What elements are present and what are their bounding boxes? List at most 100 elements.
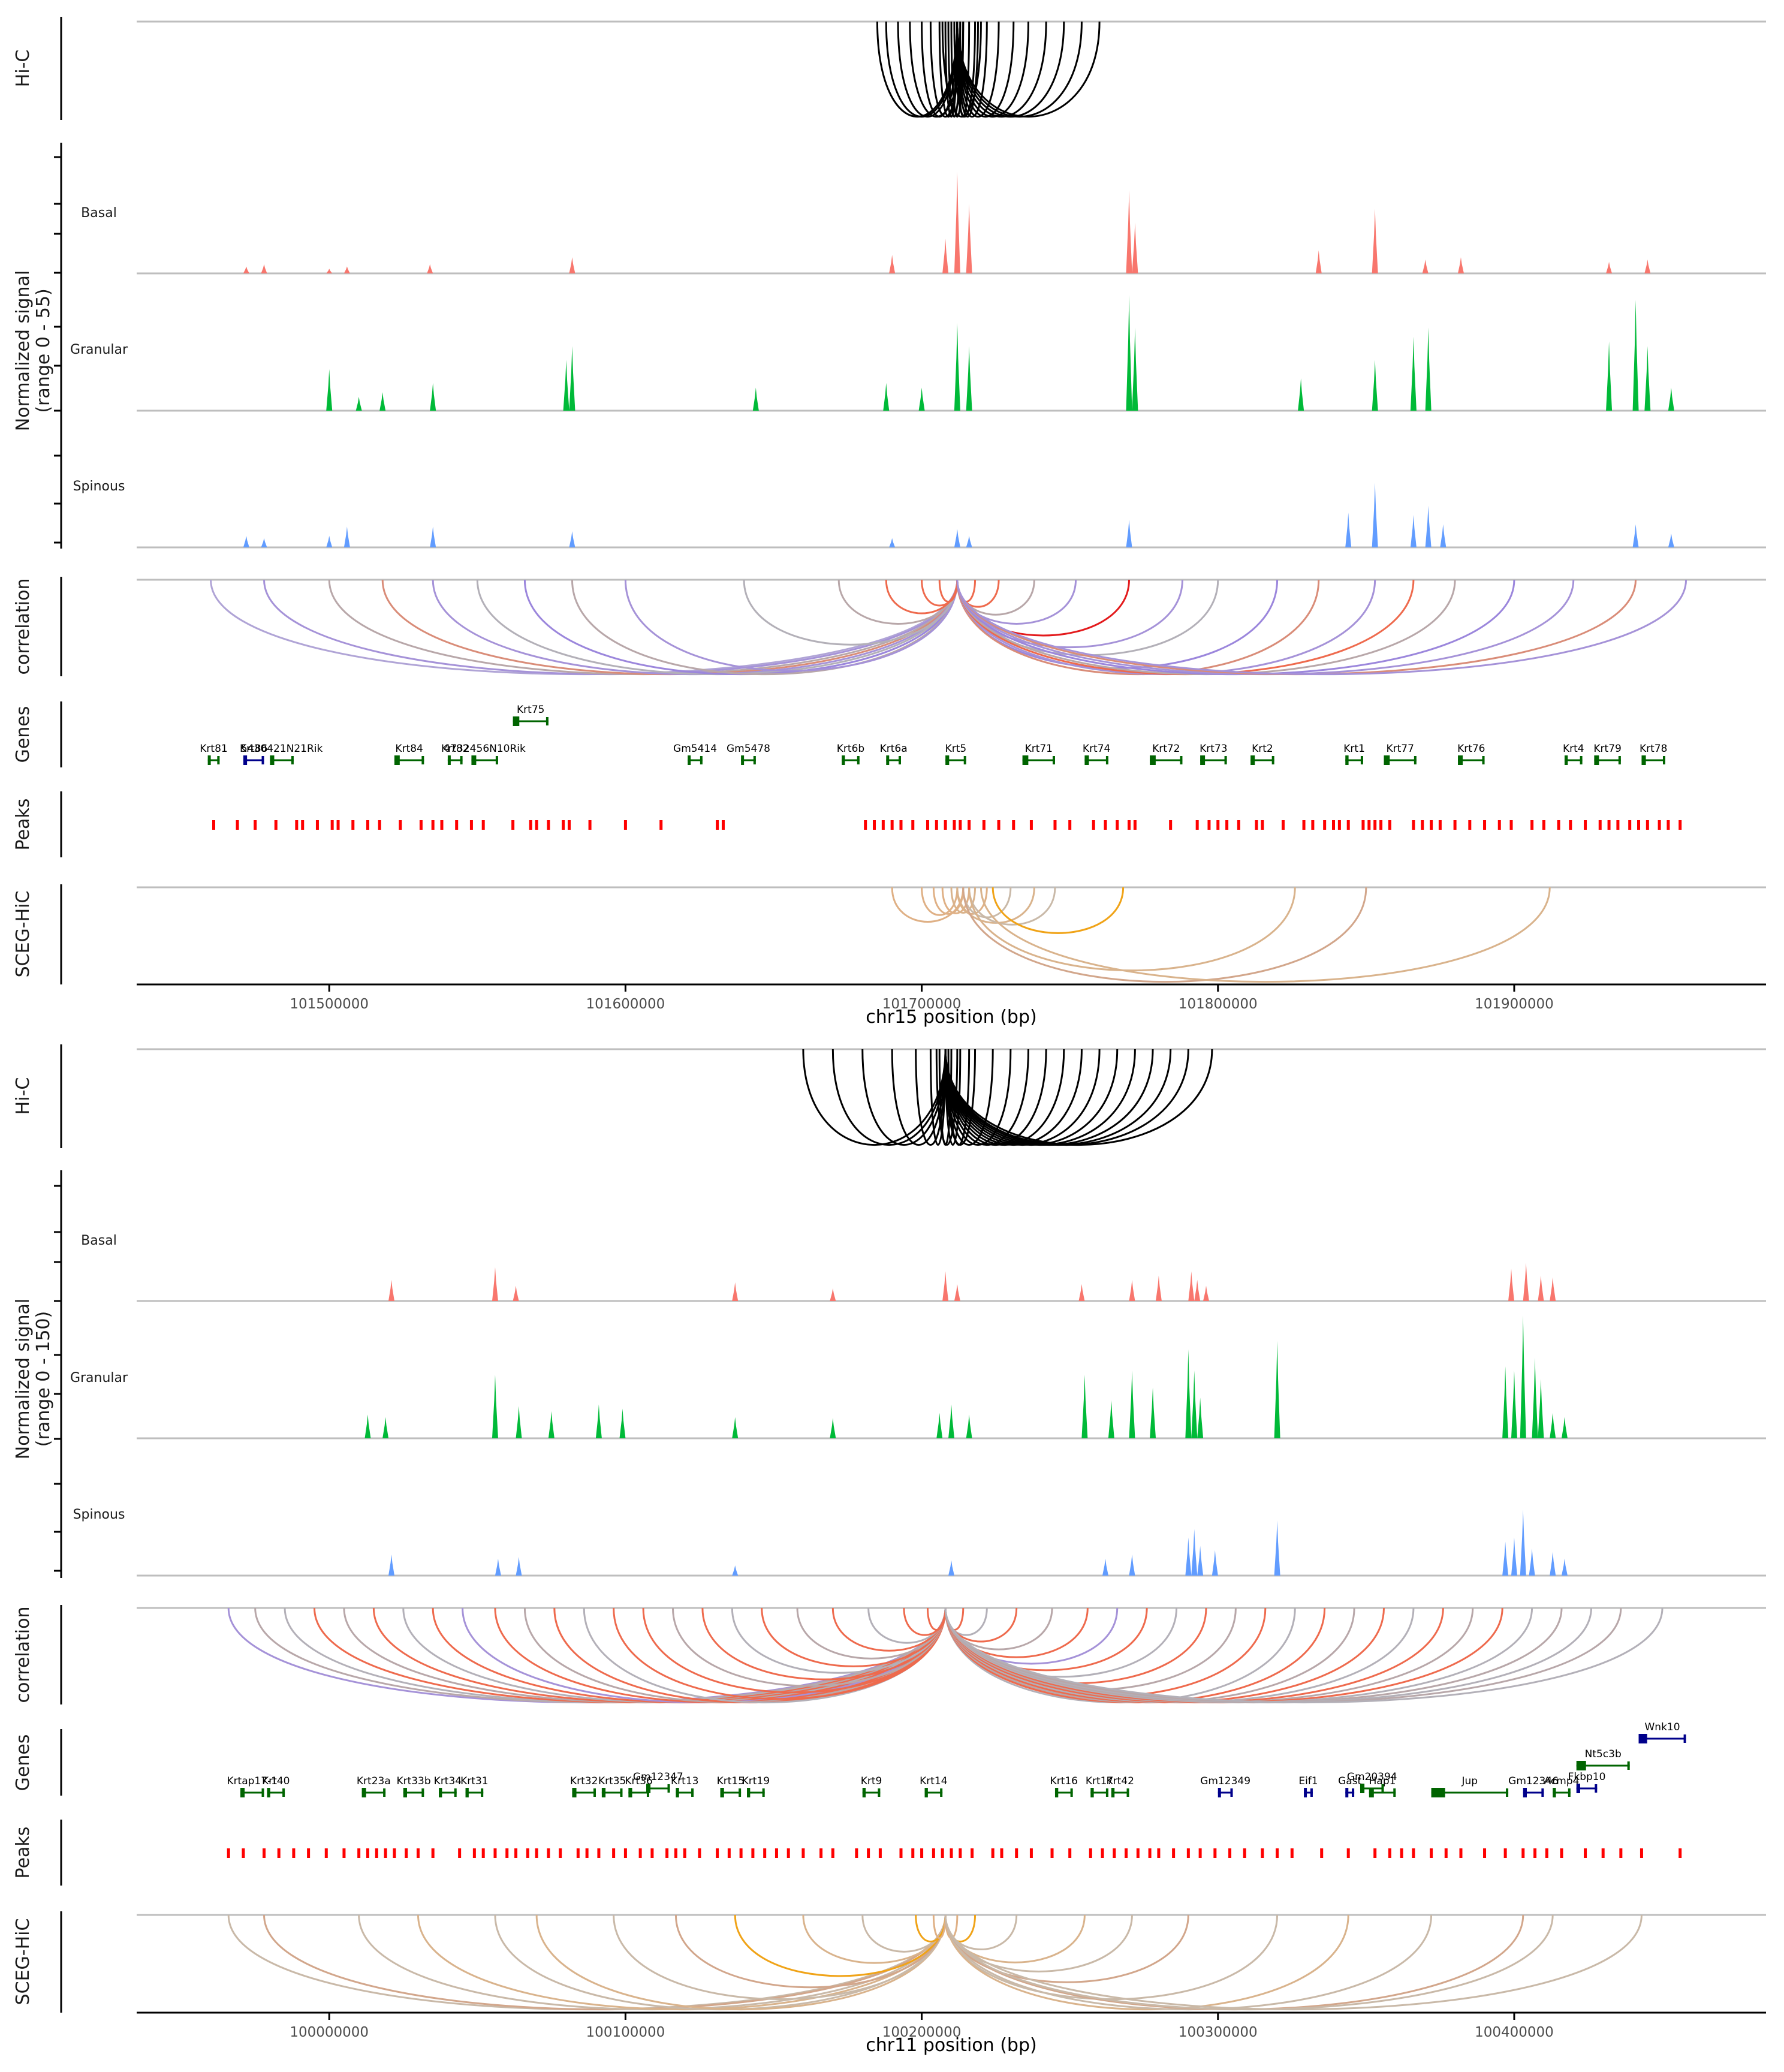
sceg-arc [944,1914,1643,2011]
x-tick-label: 100300000 [1179,2025,1258,2040]
peak-mark [1421,820,1424,830]
x-tick-label: 100200000 [882,2025,962,2040]
granular-signal-spike [732,1417,739,1438]
granular-signal-spike [1185,1349,1192,1438]
gene-label: Krtap17-1 [227,1775,278,1787]
x-tick-label: 101800000 [1179,996,1258,1012]
gene-exon [1352,1788,1355,1797]
correlation-arc [938,579,959,603]
peak-mark [997,820,1001,830]
peak-mark [1430,1848,1433,1858]
peak-mark [1281,820,1285,830]
gene-exon [1641,755,1646,765]
peak-mark [1243,1848,1246,1858]
peak-mark [1444,1848,1448,1858]
sceg-arc [980,887,1551,983]
peak-mark [1619,1848,1623,1858]
peak-mark [819,1848,823,1858]
peak-mark [911,1848,915,1858]
gene-exon [1360,1784,1365,1793]
peak-mark [623,1848,627,1858]
peak-mark [585,1848,589,1858]
gene-label: Fkbp10 [1568,1771,1606,1783]
gene-model: Eif1 [1298,1775,1318,1797]
gene-label: Krt15 [717,1775,745,1787]
peak-mark [336,820,340,830]
gene-label: Krt6b [837,743,864,755]
peak-mark [1216,820,1220,830]
peak-mark [721,820,725,830]
peak-mark [1053,820,1057,830]
gene-model: Gm5414 [673,743,717,765]
gene-model: Krt14 [920,1775,948,1797]
gene-exon [240,1788,245,1797]
correlation-arc [926,1607,947,1631]
peak-marks [227,1848,1682,1858]
peak-mark [1092,820,1095,830]
gene-label: Krt6a [880,743,908,755]
spinous-signal-spike [1632,524,1639,547]
basal-signal-spike [1078,1284,1085,1301]
granular-signal-spike [326,369,333,411]
peak-mark [1545,1848,1548,1858]
gene-label: 5430421N21Rik [241,743,323,755]
granular-signal-spike [1644,346,1651,411]
gene-exon [842,755,845,765]
granular-signal-spike [966,1414,972,1438]
spinous-signal-spike [343,526,350,547]
granular-signal-spike [364,1414,371,1438]
gene-label: Gm12349 [1200,1775,1250,1787]
peak-mark [1169,820,1173,830]
basal-signal-spike [1508,1269,1515,1301]
spinous-signal-spike [569,531,575,547]
gene-exon [1523,1788,1527,1797]
spinous-signal-spike [1520,1509,1526,1576]
peak-mark [562,820,565,830]
basal-signal-spike [513,1285,519,1301]
granular-signal-spike [595,1404,602,1438]
granular-signal-spike [382,1417,389,1438]
peak-mark [469,820,473,830]
gene-label: Gm12347 [633,1771,683,1783]
hic-track-label: Hi-C [13,50,34,88]
correlation-arcs [227,1607,1664,1704]
gene-model: Gm12346 [1508,1775,1559,1797]
granular-signal-spike [1191,1370,1198,1438]
x-tick-label: 100400000 [1475,2025,1554,2040]
peak-mark [650,1848,654,1858]
gene-exon [700,756,703,764]
gene-exon [898,756,901,764]
sceg-arc [944,1914,1433,2011]
basal-signal-spike [1126,190,1132,273]
peak-mark [1584,1848,1587,1858]
hic-arc [891,1049,947,1146]
sceg-arc [263,1914,947,2011]
gene-label: Nt5c3b [1585,1748,1622,1760]
peak-mark [505,1848,509,1858]
gene-exon [857,756,860,764]
granular-signal [364,1315,1568,1438]
gene-model: Krt15 [717,1775,745,1797]
gene-exon [1564,755,1568,765]
peak-mark [1388,1848,1391,1858]
basal-signal-spike [1422,259,1429,273]
peak-mark [665,1848,669,1858]
gene-model: Krt75 [513,704,549,726]
gene-model: Krt5 [945,743,966,765]
gene-exon [1105,1788,1108,1797]
gene-exon [676,1788,679,1797]
peak-mark [597,1848,601,1858]
gene-exon [1150,755,1156,765]
peak-mark [1068,820,1072,830]
peak-mark [242,1848,245,1858]
spinous-signal [388,1509,1568,1576]
gene-model: Krt77 [1384,743,1417,765]
basal-signal-spike [388,1279,394,1301]
peak-mark [576,1848,580,1858]
hic-arc [956,21,1101,118]
peak-mark [295,820,299,830]
gene-model: Krt74 [1083,743,1110,765]
granular-signal-spike [1197,1398,1204,1438]
gene-exon [747,1788,751,1797]
